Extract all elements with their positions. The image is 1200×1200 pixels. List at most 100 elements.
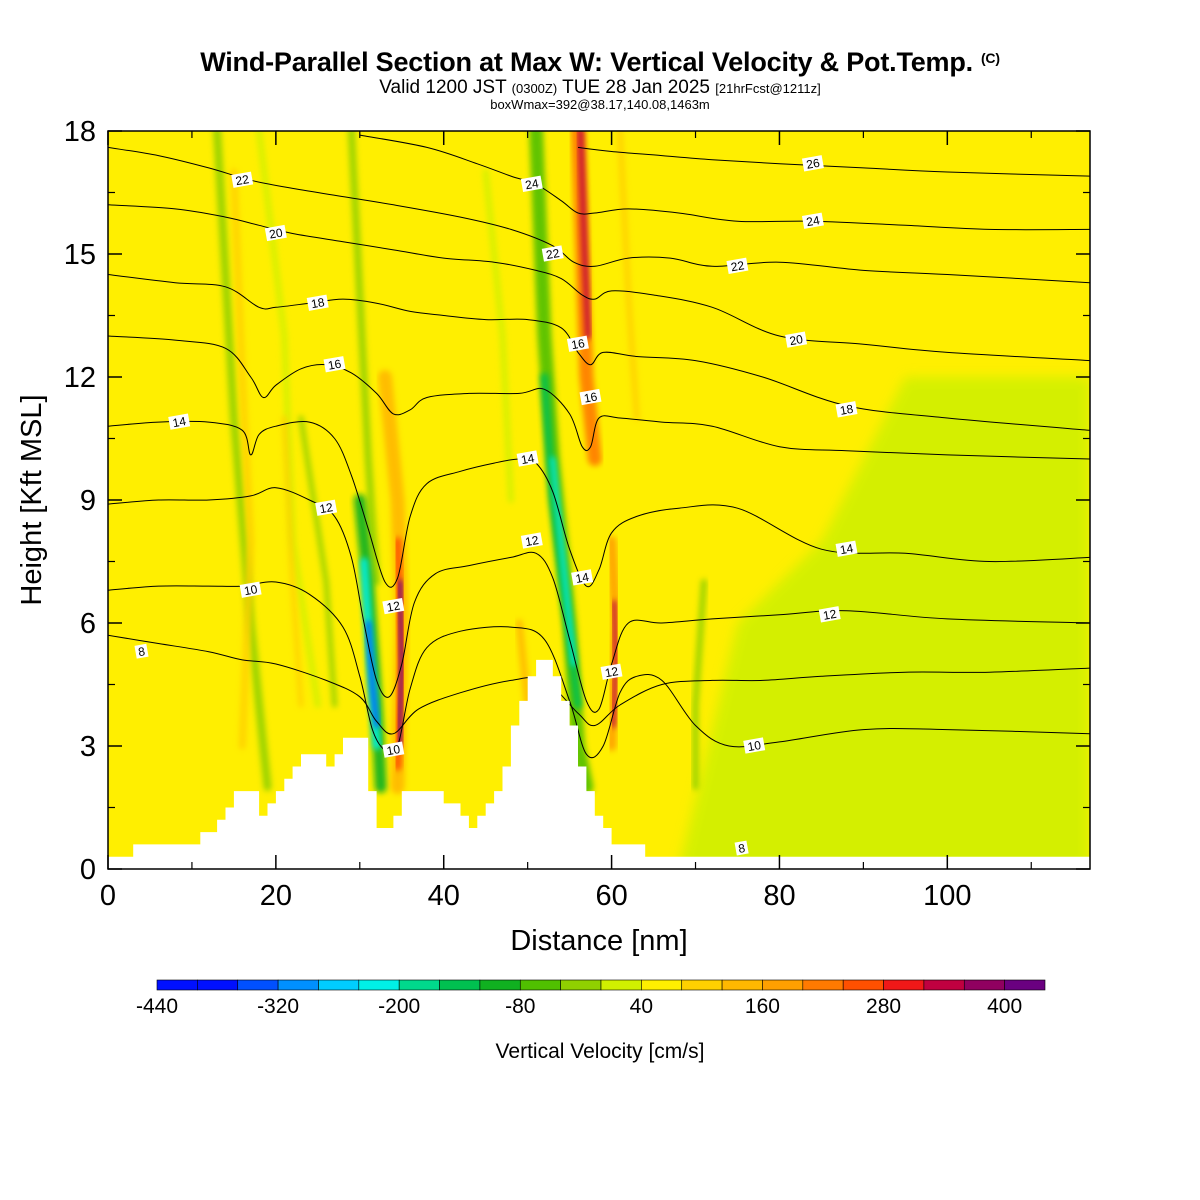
valid-utc: (0300Z) bbox=[511, 81, 558, 96]
contour-label-text: 16 bbox=[327, 357, 343, 373]
contour-label-text: 16 bbox=[583, 389, 599, 405]
y-tick-label: 18 bbox=[64, 116, 96, 148]
contour-label-box bbox=[801, 212, 824, 229]
colorbar-label: Vertical Velocity [cm/s] bbox=[496, 1040, 705, 1063]
chart-title: Wind-Parallel Section at Max W: Vertical… bbox=[0, 42, 1200, 78]
colorbar-swatch bbox=[277, 979, 319, 991]
copyright-mark: (C) bbox=[980, 50, 1000, 66]
valid-prefix: Valid 1200 JST bbox=[379, 77, 507, 98]
colorbar-swatch bbox=[197, 979, 239, 991]
y-tick-label: 3 bbox=[80, 731, 96, 763]
colorbar-swatch bbox=[762, 979, 804, 991]
colorbar-tick-label: 400 bbox=[987, 995, 1022, 1018]
valid-date: TUE 28 Jan 2025 bbox=[562, 77, 710, 98]
contour-label: 20 bbox=[785, 331, 808, 348]
contour-label: 16 bbox=[566, 335, 589, 352]
downdraft-band bbox=[550, 456, 577, 667]
contour-label-text: 24 bbox=[805, 213, 821, 229]
colorbar-swatch bbox=[560, 979, 602, 991]
colorbar-tick-label: -200 bbox=[378, 995, 420, 1018]
contour-label-text: 10 bbox=[386, 742, 402, 758]
contour-label-box bbox=[134, 643, 149, 659]
contour-label-box bbox=[743, 737, 766, 754]
contour-label-text: 8 bbox=[737, 841, 746, 856]
contour-label: 8 bbox=[734, 840, 749, 856]
contour-label: 22 bbox=[541, 245, 564, 262]
contour-label-26: 26 bbox=[801, 155, 824, 172]
contour-label-box bbox=[520, 532, 543, 549]
colorbar-swatch bbox=[681, 979, 723, 991]
contour-label-box bbox=[315, 499, 338, 516]
theta-contour-10 bbox=[108, 581, 1090, 759]
x-tick-label: 80 bbox=[763, 880, 795, 912]
contour-label-10: 10 bbox=[239, 581, 262, 598]
theta-contour-12 bbox=[108, 487, 1090, 713]
contour-label: 16 bbox=[579, 388, 602, 406]
colorbar-tick-label: -320 bbox=[257, 995, 299, 1018]
y-tick-label: 9 bbox=[80, 485, 96, 517]
colorbar-swatch bbox=[600, 979, 642, 991]
x-tick-label: 60 bbox=[595, 880, 627, 912]
y-tick-label: 6 bbox=[80, 608, 96, 640]
colorbar-swatch bbox=[721, 979, 763, 991]
contour-label-24: 24 bbox=[520, 175, 543, 192]
valid-time: Valid 1200 JST (0300Z) TUE 28 Jan 2025 [… bbox=[0, 78, 1200, 98]
downdraft-band bbox=[692, 579, 707, 790]
updraft-band bbox=[230, 168, 255, 750]
contour-label-text: 18 bbox=[310, 295, 326, 311]
x-tick-label: 100 bbox=[923, 880, 971, 912]
contour-label-text: 12 bbox=[524, 533, 540, 549]
contour-label-text: 14 bbox=[172, 414, 188, 430]
contour-label-box bbox=[726, 257, 749, 274]
theta-contour-8 bbox=[108, 634, 1090, 735]
contour-label-8: 8 bbox=[134, 643, 149, 659]
colorbar-tick-label: 160 bbox=[745, 995, 780, 1018]
theta-contour-14 bbox=[108, 420, 1090, 588]
theta-contour-18 bbox=[108, 274, 1090, 431]
colorbar-tick-label: 40 bbox=[630, 995, 653, 1018]
updraft-band bbox=[281, 415, 304, 708]
contour-label-text: 12 bbox=[822, 607, 838, 623]
downdraft-band bbox=[298, 415, 338, 708]
theta-contour-16 bbox=[108, 335, 1090, 460]
contour-label-text: 20 bbox=[788, 332, 804, 348]
theta-contour-24 bbox=[359, 134, 1090, 231]
y-axis-label: Height [Kft MSL] bbox=[16, 394, 48, 605]
x-axis-label: Distance [nm] bbox=[510, 925, 687, 957]
colorbar-tick-label: -80 bbox=[505, 995, 535, 1018]
colorbar-swatch bbox=[479, 979, 521, 991]
colorbar-swatch bbox=[398, 979, 440, 991]
y-tick-label: 15 bbox=[64, 239, 96, 271]
colorbar-swatch bbox=[802, 979, 844, 991]
contour-label-box bbox=[168, 413, 191, 430]
downstream-weak-sink bbox=[678, 377, 1090, 869]
contour-label: 12 bbox=[382, 597, 405, 615]
contour-label-text: 14 bbox=[520, 451, 536, 467]
contour-label-box bbox=[239, 581, 262, 598]
contour-label-18: 18 bbox=[306, 294, 329, 311]
contour-label: 10 bbox=[382, 741, 405, 758]
contour-label: 12 bbox=[818, 606, 841, 623]
contour-label-box bbox=[579, 388, 602, 406]
contour-label-box bbox=[516, 450, 539, 467]
title-block: Wind-Parallel Section at Max W: Vertical… bbox=[0, 42, 1200, 112]
colorbar-swatch bbox=[923, 979, 965, 991]
terrain bbox=[108, 659, 1090, 869]
colorbar-swatch bbox=[519, 979, 561, 991]
colorbar-tick-label: -440 bbox=[136, 995, 178, 1018]
contour-label: 18 bbox=[835, 401, 858, 418]
y-tick-label: 0 bbox=[80, 854, 96, 886]
contour-label-box bbox=[566, 335, 589, 352]
x-tick-label: 40 bbox=[428, 880, 460, 912]
contour-label-text: 8 bbox=[137, 644, 146, 659]
contour-label-box bbox=[571, 569, 594, 586]
contour-label-box bbox=[785, 331, 808, 348]
colorbar-swatch bbox=[439, 979, 481, 991]
x-tick-label: 0 bbox=[100, 880, 116, 912]
contour-label-20: 20 bbox=[264, 224, 287, 242]
contour-label-text: 10 bbox=[243, 582, 259, 598]
contour-label-text: 16 bbox=[570, 336, 586, 352]
colorbar-swatch bbox=[883, 979, 925, 991]
contour-label: 12 bbox=[520, 532, 543, 549]
